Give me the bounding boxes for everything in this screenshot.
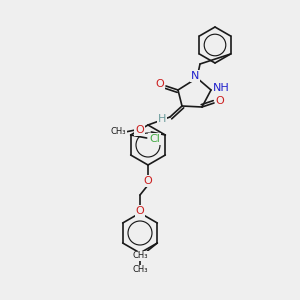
- Text: O: O: [156, 79, 164, 89]
- Text: O: O: [136, 206, 144, 216]
- Text: CH₃: CH₃: [133, 251, 148, 260]
- Text: CH₃: CH₃: [132, 266, 148, 274]
- Text: NH: NH: [213, 83, 230, 93]
- Text: O: O: [216, 96, 224, 106]
- Text: Cl: Cl: [149, 134, 160, 144]
- Text: O: O: [135, 125, 144, 135]
- Text: O: O: [144, 176, 152, 186]
- Text: H: H: [158, 114, 166, 124]
- Text: N: N: [191, 71, 199, 81]
- Text: CH₃: CH₃: [111, 128, 126, 136]
